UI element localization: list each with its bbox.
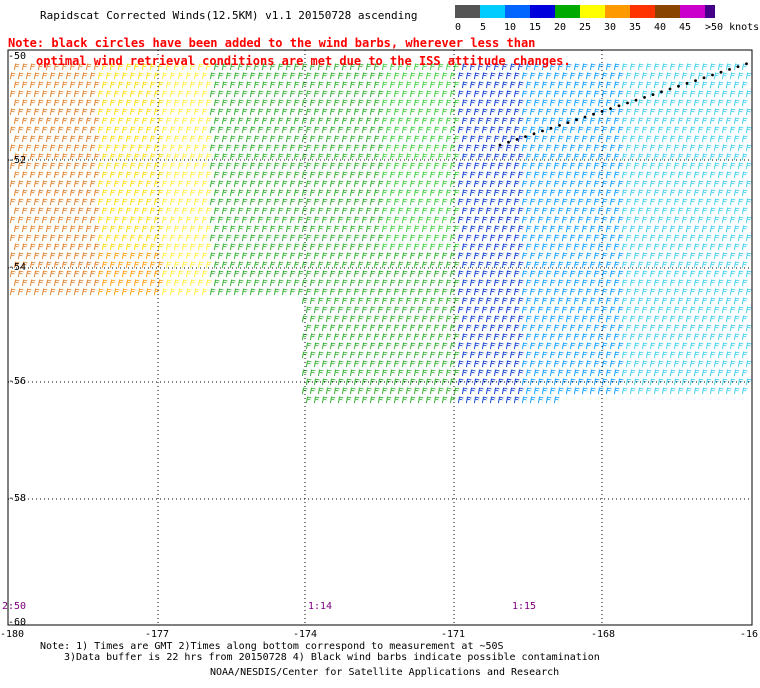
- lat-label: -54: [8, 262, 27, 273]
- qc-flag-circle: [558, 124, 561, 127]
- legend-swatch: [480, 5, 505, 18]
- legend-swatch: [655, 5, 680, 18]
- lat-label: -60: [8, 617, 27, 628]
- qc-note-line-2: optimal wind retrieval conditions are me…: [36, 54, 571, 68]
- legend-swatch: [505, 5, 530, 18]
- legend-label: 5: [480, 22, 487, 33]
- legend-label: 25: [579, 22, 592, 33]
- legend-swatch: [580, 5, 605, 18]
- legend-swatch: [455, 5, 480, 18]
- qc-flag-circle: [617, 104, 621, 108]
- qc-flag-circle: [685, 82, 689, 85]
- qc-flag-circle: [524, 135, 527, 139]
- footer-line-2: 3)Data buffer is 22 hrs from 20150728 4)…: [64, 652, 600, 663]
- qc-flag-circle: [626, 101, 629, 105]
- qc-flag-circle: [532, 132, 536, 136]
- legend-swatch: [630, 5, 655, 18]
- wind-barb-group: [162, 63, 212, 296]
- wind-barb-group: [622, 63, 752, 395]
- footer-notes: Note: 1) Times are GMT 2)Times along bot…: [40, 641, 600, 663]
- legend-swatch: [705, 5, 715, 18]
- qc-flag-circle: [541, 129, 544, 133]
- legend-swatch: [530, 5, 555, 18]
- qc-flag-circle: [507, 140, 510, 144]
- qc-flag-circle: [515, 138, 519, 141]
- legend-label: 45: [679, 22, 692, 33]
- legend-swatch: [680, 5, 705, 18]
- lon-label: -168: [591, 629, 616, 640]
- legend-label: 35: [629, 22, 642, 33]
- wind-barb-group: [210, 63, 460, 404]
- legend-label: 0: [455, 22, 462, 33]
- qc-flag-circle: [609, 107, 612, 110]
- wind-barb-group: [10, 63, 100, 296]
- qc-flag-circle: [583, 115, 587, 119]
- lon-label: -171: [441, 629, 466, 640]
- lat-label: -56: [8, 376, 27, 387]
- wind-barbs: [10, 62, 752, 404]
- qc-flag-circle: [660, 90, 663, 94]
- qc-flag-circle: [677, 84, 680, 88]
- legend-label: 30: [604, 22, 617, 33]
- legend-swatch: [605, 5, 630, 18]
- qc-flag-circle: [745, 62, 748, 66]
- qc-flag-circle: [600, 110, 604, 113]
- legend-swatch: [555, 5, 580, 18]
- pass-time: 1:14: [308, 601, 333, 612]
- qc-flag-circle: [592, 112, 595, 116]
- qc-flag-circle: [728, 68, 731, 71]
- qc-flag-circle: [498, 143, 502, 147]
- lon-label: -16: [740, 629, 759, 640]
- lon-label: -177: [145, 629, 170, 640]
- pass-time: 1:15: [512, 601, 537, 612]
- footer-line-1: Note: 1) Times are GMT 2)Times along bot…: [40, 641, 504, 652]
- wind-barb-group: [98, 63, 164, 251]
- legend-label: 20: [554, 22, 567, 33]
- pass-time: 2:50: [2, 601, 27, 612]
- legend-label: 10: [504, 22, 517, 33]
- qc-flag-circle: [711, 73, 714, 77]
- qc-note-line-1: Note: black circles have been added to t…: [8, 36, 536, 50]
- legend-label: 40: [654, 22, 667, 33]
- qc-flag-circle: [651, 93, 655, 96]
- qc-flag-circle: [719, 70, 723, 74]
- wind-barb-group: [522, 63, 624, 404]
- lat-label: -58: [8, 493, 27, 504]
- lat-label: -52: [8, 155, 27, 166]
- wind-barb-group: [382, 63, 460, 251]
- legend-label: >50 knots: [705, 22, 760, 33]
- qc-flag-circle: [694, 79, 697, 82]
- qc-note: Note: black circles have been added to t…: [8, 34, 571, 70]
- qc-flag-circle: [668, 87, 672, 91]
- qc-flag-circle: [736, 65, 740, 68]
- qc-flag-circle: [643, 96, 646, 99]
- lat-label: -50: [8, 51, 27, 62]
- qc-flag-circle: [566, 121, 570, 124]
- qc-flag-circle: [549, 126, 553, 130]
- map-frame: [7, 49, 753, 626]
- lon-label: -180: [0, 629, 25, 640]
- wind-barb-group: [458, 63, 524, 404]
- legend-label: 15: [529, 22, 542, 33]
- credit-line: NOAA/NESDIS/Center for Satellite Applica…: [210, 667, 560, 678]
- lon-label: -174: [293, 629, 318, 640]
- qc-flag-circle: [702, 76, 706, 80]
- map-title: Rapidscat Corrected Winds(12.5KM) v1.1 2…: [40, 9, 418, 22]
- qc-flag-circle: [634, 98, 638, 102]
- wind-barb-group: [98, 252, 164, 296]
- graticule: [8, 50, 752, 625]
- qc-flag-circle: [575, 118, 578, 122]
